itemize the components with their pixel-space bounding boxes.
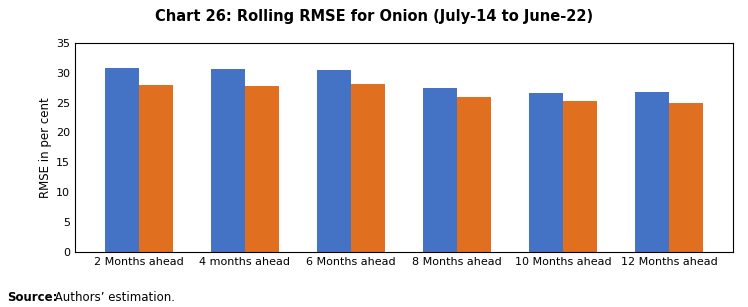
Bar: [423, 88, 457, 252]
Text: Authors’ estimation.: Authors’ estimation.: [51, 291, 175, 304]
Bar: [635, 92, 669, 252]
Bar: [529, 93, 563, 252]
Text: Chart 26: Rolling RMSE for Onion (July-14 to June-22): Chart 26: Rolling RMSE for Onion (July-1…: [155, 9, 593, 24]
Bar: [245, 86, 279, 252]
Bar: [105, 68, 138, 252]
Text: Source:: Source:: [7, 291, 58, 304]
Bar: [457, 97, 491, 252]
Bar: [669, 103, 703, 252]
Bar: [351, 84, 384, 252]
Bar: [211, 69, 245, 252]
Bar: [563, 101, 597, 252]
Bar: [138, 85, 173, 252]
Y-axis label: RMSE in per cent: RMSE in per cent: [39, 97, 52, 198]
Bar: [317, 70, 351, 252]
